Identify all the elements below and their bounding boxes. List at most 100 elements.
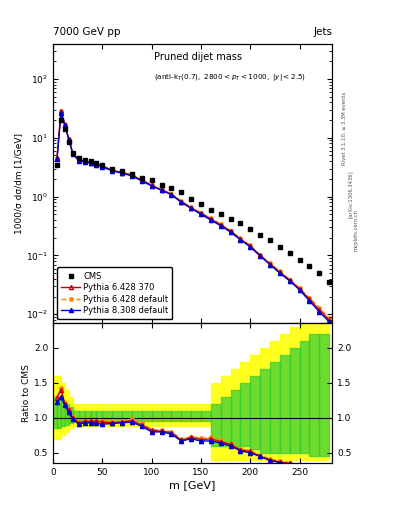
Pythia 8.308 default: [238, 237, 243, 243]
Line: Pythia 8.308 default: Pythia 8.308 default: [55, 111, 331, 324]
Pythia 8.308 default: [219, 223, 223, 229]
Pythia 6.428 default: [140, 177, 144, 183]
Text: [arXiv:1306.3436]: [arXiv:1306.3436]: [348, 170, 353, 219]
Pythia 8.308 default: [70, 151, 75, 157]
Pythia 6.428 default: [169, 190, 174, 197]
Pythia 6.428 370: [59, 109, 63, 115]
Pythia 6.428 default: [82, 158, 87, 164]
Pythia 6.428 default: [110, 167, 115, 173]
Pythia 6.428 default: [277, 268, 282, 274]
Pythia 6.428 370: [248, 243, 253, 249]
Pythia 6.428 370: [238, 236, 243, 242]
Text: Rivet 3.1.10, ≥ 3.3M events: Rivet 3.1.10, ≥ 3.3M events: [342, 91, 347, 165]
Pythia 8.308 default: [198, 211, 203, 218]
Pythia 6.428 370: [179, 199, 184, 205]
Line: Pythia 6.428 default: Pythia 6.428 default: [55, 109, 331, 320]
Pythia 6.428 default: [130, 172, 134, 178]
Pythia 6.428 370: [88, 159, 93, 165]
Pythia 6.428 default: [159, 186, 164, 193]
Text: Jets: Jets: [313, 27, 332, 37]
Pythia 8.308 default: [120, 170, 125, 176]
CMS: [317, 270, 321, 276]
Pythia 6.428 370: [327, 317, 331, 323]
CMS: [70, 150, 75, 156]
Pythia 8.308 default: [169, 191, 174, 198]
Pythia 6.428 370: [307, 296, 312, 303]
Pythia 8.308 default: [297, 287, 302, 293]
Line: Pythia 6.428 370: Pythia 6.428 370: [55, 110, 331, 322]
Pythia 8.308 default: [66, 137, 71, 143]
CMS: [76, 155, 81, 161]
CMS: [62, 126, 67, 132]
Pythia 6.428 default: [76, 157, 81, 163]
CMS: [110, 165, 115, 172]
CMS: [189, 196, 193, 202]
Pythia 8.308 default: [82, 159, 87, 165]
Pythia 6.428 default: [55, 155, 59, 161]
Line: CMS: CMS: [55, 118, 332, 285]
Pythia 8.308 default: [327, 318, 331, 325]
Pythia 6.428 370: [82, 158, 87, 164]
X-axis label: m [GeV]: m [GeV]: [169, 480, 216, 490]
Pythia 6.428 default: [149, 182, 154, 188]
CMS: [140, 175, 144, 181]
Pythia 6.428 370: [297, 286, 302, 292]
CMS: [238, 220, 243, 226]
Pythia 6.428 default: [59, 108, 63, 114]
Pythia 6.428 default: [297, 285, 302, 291]
Pythia 6.428 370: [228, 228, 233, 234]
Pythia 6.428 370: [120, 169, 125, 176]
Pythia 6.428 370: [55, 155, 59, 161]
Text: mcplots.cern.ch: mcplots.cern.ch: [354, 209, 359, 251]
Pythia 6.428 default: [94, 160, 99, 166]
CMS: [198, 201, 203, 207]
Pythia 6.428 default: [100, 163, 105, 169]
Pythia 6.428 default: [287, 276, 292, 283]
Pythia 6.428 370: [66, 136, 71, 142]
CMS: [248, 226, 253, 232]
Pythia 6.428 370: [189, 205, 193, 211]
Pythia 6.428 default: [258, 251, 263, 258]
Pythia 6.428 default: [238, 236, 243, 242]
Pythia 6.428 370: [277, 269, 282, 275]
Pythia 8.308 default: [62, 122, 67, 128]
Pythia 8.308 default: [110, 168, 115, 174]
Pythia 6.428 370: [258, 252, 263, 259]
CMS: [258, 232, 263, 239]
Pythia 8.308 default: [189, 205, 193, 211]
Pythia 8.308 default: [179, 199, 184, 205]
Pythia 8.308 default: [317, 309, 321, 315]
Pythia 6.428 370: [169, 191, 174, 197]
Pythia 8.308 default: [159, 187, 164, 194]
CMS: [287, 250, 292, 256]
Pythia 6.428 370: [149, 182, 154, 188]
Pythia 6.428 default: [62, 121, 67, 127]
Pythia 6.428 default: [219, 221, 223, 227]
Pythia 8.308 default: [130, 173, 134, 179]
Pythia 8.308 default: [248, 244, 253, 250]
Text: $(\mathregular{anti\text{-}k_T}(0.7),\ 2800<p_T<1000,\ |y|<2.5)$: $(\mathregular{anti\text{-}k_T}(0.7),\ 2…: [154, 72, 306, 82]
Pythia 8.308 default: [277, 270, 282, 276]
Pythia 6.428 default: [307, 295, 312, 301]
Pythia 8.308 default: [149, 183, 154, 189]
Legend: CMS, Pythia 6.428 370, Pythia 6.428 default, Pythia 8.308 default: CMS, Pythia 6.428 370, Pythia 6.428 defa…: [57, 267, 173, 319]
Pythia 8.308 default: [228, 229, 233, 235]
Pythia 6.428 370: [140, 177, 144, 183]
Pythia 8.308 default: [258, 253, 263, 259]
Pythia 6.428 370: [70, 150, 75, 156]
Pythia 8.308 default: [94, 162, 99, 168]
CMS: [130, 171, 134, 177]
Pythia 8.308 default: [100, 164, 105, 170]
Text: CMS_2013_I1224539: CMS_2013_I1224539: [156, 335, 230, 342]
Pythia 6.428 default: [248, 242, 253, 248]
CMS: [268, 238, 272, 244]
Pythia 8.308 default: [287, 278, 292, 284]
CMS: [82, 157, 87, 163]
CMS: [277, 244, 282, 250]
Pythia 6.428 370: [219, 222, 223, 228]
Pythia 6.428 default: [228, 227, 233, 233]
Text: 7000 GeV pp: 7000 GeV pp: [53, 27, 121, 37]
Pythia 6.428 370: [94, 161, 99, 167]
Pythia 6.428 370: [100, 163, 105, 169]
Pythia 8.308 default: [76, 158, 81, 164]
